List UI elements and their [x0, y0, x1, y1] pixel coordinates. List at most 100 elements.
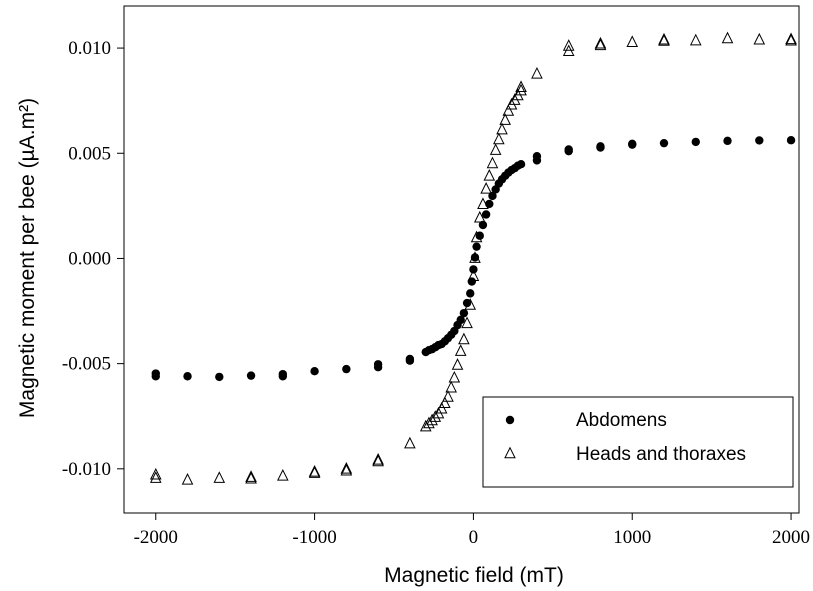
data-point: [310, 367, 319, 376]
data-point: [149, 471, 162, 483]
data-point: [502, 104, 515, 116]
data-point: [439, 396, 451, 409]
data-point: [467, 277, 477, 286]
data-point: [454, 344, 467, 356]
data-point: [626, 35, 639, 48]
y-tick-label: 0.010: [68, 38, 111, 59]
data-point: [151, 372, 160, 381]
data-point: [405, 356, 415, 365]
data-point: [245, 471, 257, 484]
data-point: [562, 39, 575, 51]
x-tick-label: -1000: [292, 527, 336, 548]
data-point: [459, 308, 469, 318]
data-point: [723, 136, 732, 146]
data-point: [499, 113, 511, 125]
y-tick-label: -0.005: [62, 354, 111, 375]
data-point: [515, 83, 527, 96]
data-point: [488, 191, 497, 201]
data-point: [340, 463, 353, 476]
data-point: [496, 122, 508, 135]
data-point: [485, 199, 494, 209]
data-point: [515, 80, 527, 93]
data-point: [689, 33, 702, 46]
data-point: [477, 197, 489, 210]
data-point: [373, 363, 383, 372]
data-point: [451, 358, 464, 370]
data-point: [308, 466, 321, 478]
data-point: [516, 160, 526, 169]
data-point: [469, 251, 481, 263]
data-point: [596, 142, 605, 151]
data-point: [183, 372, 192, 381]
data-point: [215, 372, 224, 382]
data-point: [342, 364, 351, 374]
data-point: [594, 38, 607, 51]
data-point: [478, 220, 488, 230]
data-point: [472, 242, 481, 251]
data-point: [149, 467, 162, 480]
data-point: [277, 468, 289, 481]
data-point: [473, 210, 486, 223]
data-point: [480, 182, 492, 194]
data-point: [493, 132, 505, 145]
data-point: [461, 316, 473, 329]
data-point: [785, 33, 797, 46]
data-point: [419, 419, 432, 432]
y-tick-label: -0.010: [62, 459, 111, 480]
data-point: [308, 464, 321, 477]
data-point: [532, 152, 542, 161]
data-point: [466, 289, 475, 298]
x-tick-label: 0: [469, 527, 479, 548]
data-point: [659, 138, 669, 148]
data-point: [785, 32, 797, 45]
x-tick-label: 2000: [772, 527, 810, 548]
legend-label-heads-and-thoraxes: Heads and thoraxes: [576, 444, 746, 465]
y-axis: -0.010 -0.005 0.000 0.005 0.010: [62, 38, 124, 480]
data-point: [442, 390, 454, 402]
data-point: [423, 416, 435, 429]
data-point: [445, 380, 457, 393]
data-point: [458, 332, 470, 345]
data-point: [464, 298, 477, 310]
data-point: [278, 372, 288, 381]
data-point: [426, 413, 438, 426]
plot-area: [149, 31, 797, 485]
data-point: [470, 230, 483, 243]
x-axis: -2000 -1000 0 1000 2000: [134, 513, 810, 548]
data-point: [531, 66, 543, 79]
data-point: [340, 462, 353, 474]
y-tick-label: 0.005: [68, 143, 111, 164]
data-point: [628, 139, 637, 148]
data-point: [483, 168, 496, 181]
data-point: [721, 31, 734, 44]
legend-box: [482, 396, 794, 488]
legend-marker-abdomens: [505, 415, 515, 425]
data-point: [467, 269, 480, 281]
y-axis-label: Magnetic moment per bee (µA.m²): [16, 98, 39, 418]
legend-label-abdomens: Abdomens: [576, 410, 667, 431]
series-heads-and-thoraxes: [149, 31, 797, 485]
data-point: [448, 370, 461, 383]
data-point: [213, 471, 226, 483]
data-point: [372, 452, 384, 465]
data-point: [404, 436, 416, 449]
data-point: [658, 34, 670, 46]
x-axis-label: Magnetic field (mT): [384, 564, 564, 587]
data-point: [691, 137, 700, 147]
data-point: [456, 315, 465, 325]
data-point: [658, 32, 670, 45]
data-point: [486, 156, 499, 169]
plot-frame: [123, 5, 800, 514]
data-point: [786, 136, 796, 145]
data-point: [489, 143, 502, 155]
y-tick-label: 0.000: [68, 248, 111, 269]
x-tick-label: -2000: [134, 527, 178, 548]
data-point: [246, 371, 256, 380]
data-point: [564, 145, 573, 154]
data-point: [594, 36, 607, 49]
data-point: [470, 253, 480, 262]
data-point: [245, 470, 257, 482]
data-point: [481, 210, 491, 219]
x-tick-label: 1000: [613, 527, 651, 548]
